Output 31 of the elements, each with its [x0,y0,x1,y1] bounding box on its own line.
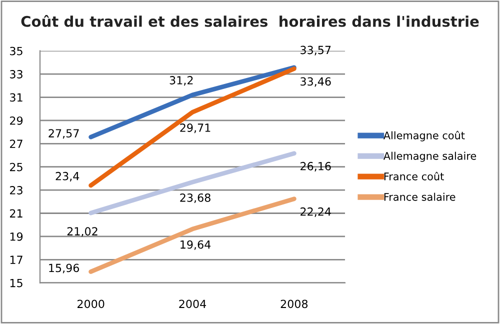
data-label: 22,24 [300,207,331,217]
y-tick-label: 23 [10,186,22,194]
x-tick-label: 2004 [179,300,206,308]
data-label: 19,64 [180,240,211,250]
y-tick-label: 21 [10,209,22,218]
legend-label: Allemagne salaire [383,152,476,162]
y-tick-label: 27 [10,140,22,148]
legend-label: France coût [384,172,444,180]
y-tick-label: 29 [10,116,23,125]
legend-label: Allemagne coût [383,130,465,142]
chart-title: Coût du travail et des salaires horaires dans l'industrie [21,15,479,27]
data-label: 26,16 [300,162,331,172]
data-label: 27,57 [48,129,79,139]
legend-label: France salaire [384,192,456,201]
y-tick-label: 25 [10,162,22,172]
x-tick-label: 2008 [280,300,308,308]
data-label: 33,57 [300,46,331,56]
data-label: 15,96 [49,264,80,274]
x-tick-label: 2000 [78,300,104,308]
data-label: 29,71 [180,124,210,134]
y-tick-label: 33 [10,70,22,78]
data-label: 33,46 [300,77,331,87]
y-tick-label: 19 [10,232,23,241]
data-label: 23,4 [56,172,80,182]
data-label: 21,02 [67,227,98,237]
data-label: 23,68 [180,193,210,204]
y-tick-label: 17 [10,256,22,264]
y-tick-label: 15 [10,278,22,288]
y-tick-label: 35 [10,46,22,56]
y-tick-label: 31 [10,93,22,102]
data-label: 31,2 [170,76,193,86]
